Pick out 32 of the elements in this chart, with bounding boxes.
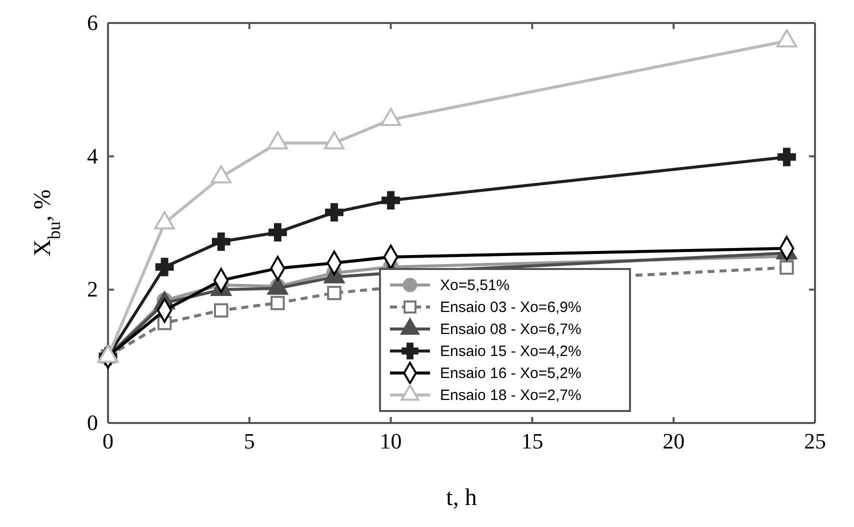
x-tick-label: 0 xyxy=(102,428,114,454)
point xyxy=(214,303,228,318)
legend-label: Ensaio 03 - Xo=6,9% xyxy=(440,299,582,316)
point xyxy=(267,131,288,150)
x-tick-label: 25 xyxy=(804,428,826,454)
x-axis-title: t, h xyxy=(446,485,477,511)
legend-label: Ensaio 15 - Xo=4,2% xyxy=(440,343,582,360)
point xyxy=(212,232,230,251)
legend-label: Ensaio 18 - Xo=2,7% xyxy=(440,387,582,404)
point xyxy=(268,223,287,242)
point xyxy=(780,260,794,275)
point xyxy=(155,258,174,276)
point xyxy=(382,191,400,210)
legend-label: Ensaio 08 - Xo=6,7% xyxy=(440,321,582,338)
x-tick-label: 5 xyxy=(244,428,255,454)
point xyxy=(270,296,285,310)
y-tick-label: 2 xyxy=(87,276,98,302)
point xyxy=(380,108,402,126)
point xyxy=(778,148,796,166)
point xyxy=(776,29,798,48)
x-tick-label: 10 xyxy=(380,428,402,454)
legend-label: Xo=5,51% xyxy=(440,277,510,294)
x-tick-label: 20 xyxy=(662,428,685,454)
y-tick-label: 0 xyxy=(87,410,98,436)
point xyxy=(324,131,345,150)
point xyxy=(327,286,342,300)
y-tick-label: 6 xyxy=(87,10,98,36)
legend-label: Ensaio 16 - Xo=5,2% xyxy=(440,365,582,382)
x-tick-label: 15 xyxy=(521,428,544,454)
point xyxy=(210,165,232,184)
y-tick-label: 4 xyxy=(87,143,98,168)
point xyxy=(325,203,344,222)
